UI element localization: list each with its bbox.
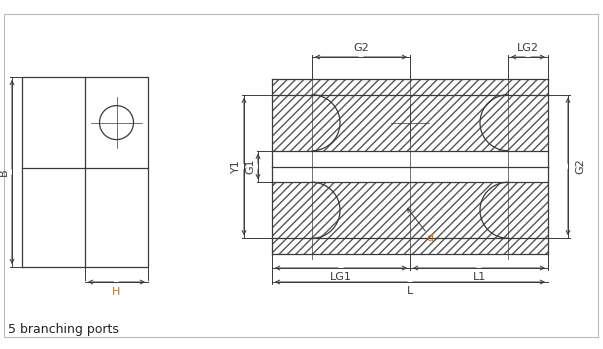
Text: H: H	[112, 287, 121, 297]
Bar	[272, 95, 312, 151]
Text: LG1: LG1	[330, 272, 352, 282]
Text: G1: G1	[245, 159, 255, 174]
Bar	[272, 238, 548, 254]
Text: Y1: Y1	[231, 159, 241, 173]
Bar	[272, 182, 312, 238]
Bar	[508, 95, 548, 151]
Bar	[312, 182, 508, 238]
Bar	[312, 95, 508, 151]
Text: G2: G2	[575, 159, 585, 174]
Text: B: B	[0, 168, 9, 176]
Text: LG2: LG2	[517, 43, 539, 53]
Text: L: L	[407, 286, 413, 296]
Text: G2: G2	[353, 43, 369, 53]
Text: d: d	[426, 233, 434, 243]
Text: 5 branching ports: 5 branching ports	[8, 322, 119, 335]
Text: L1: L1	[472, 272, 485, 282]
Bar	[508, 182, 548, 238]
Bar	[272, 79, 548, 95]
